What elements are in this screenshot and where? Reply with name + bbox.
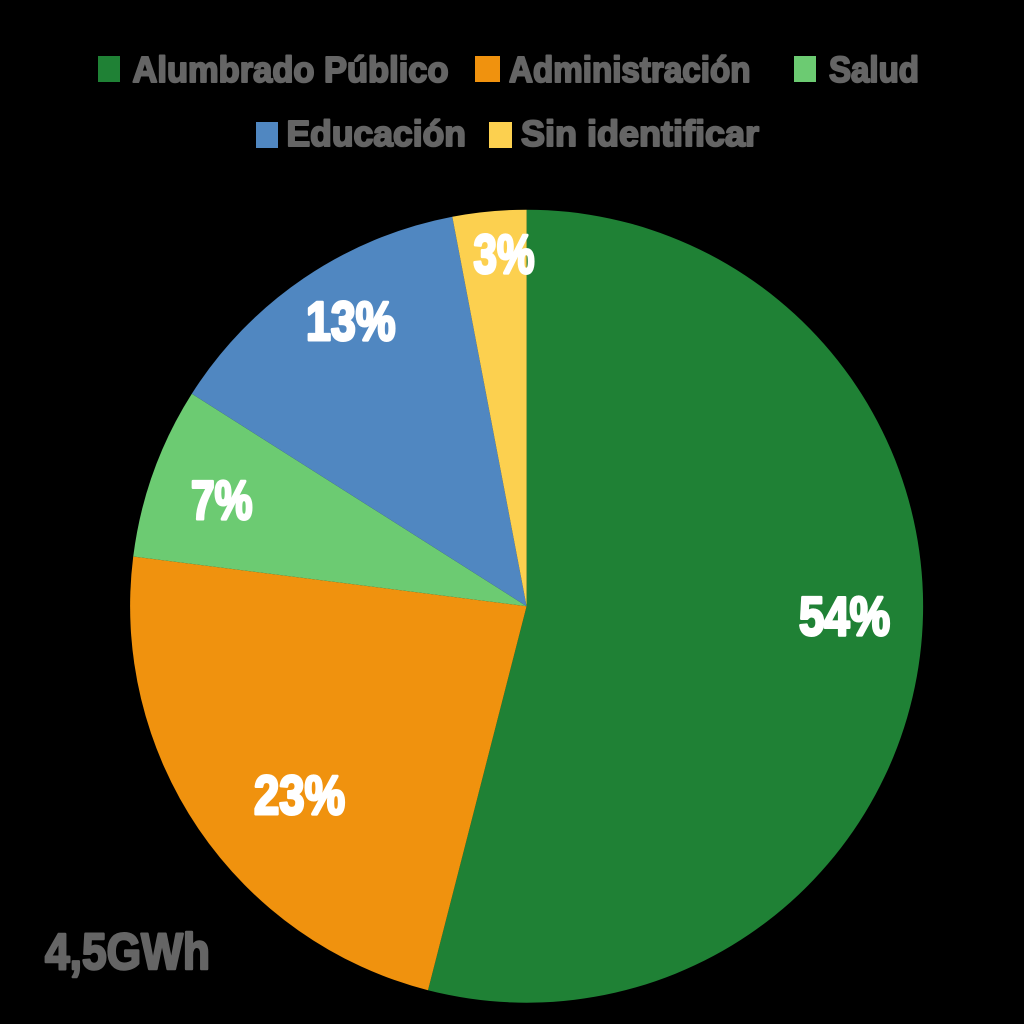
svg-text:54%: 54% <box>799 585 890 647</box>
svg-text:Educación: Educación <box>287 113 467 154</box>
svg-text:3%: 3% <box>474 223 535 285</box>
svg-text:Sin identificar: Sin identificar <box>521 113 759 154</box>
svg-text:23%: 23% <box>254 764 345 826</box>
svg-text:Administración: Administración <box>509 49 751 90</box>
svg-text:Salud: Salud <box>829 49 919 90</box>
svg-text:4,5GWh: 4,5GWh <box>45 923 210 980</box>
svg-text:Alumbrado Público: Alumbrado Público <box>133 49 449 90</box>
svg-text:13%: 13% <box>306 290 396 352</box>
svg-text:7%: 7% <box>191 469 253 531</box>
